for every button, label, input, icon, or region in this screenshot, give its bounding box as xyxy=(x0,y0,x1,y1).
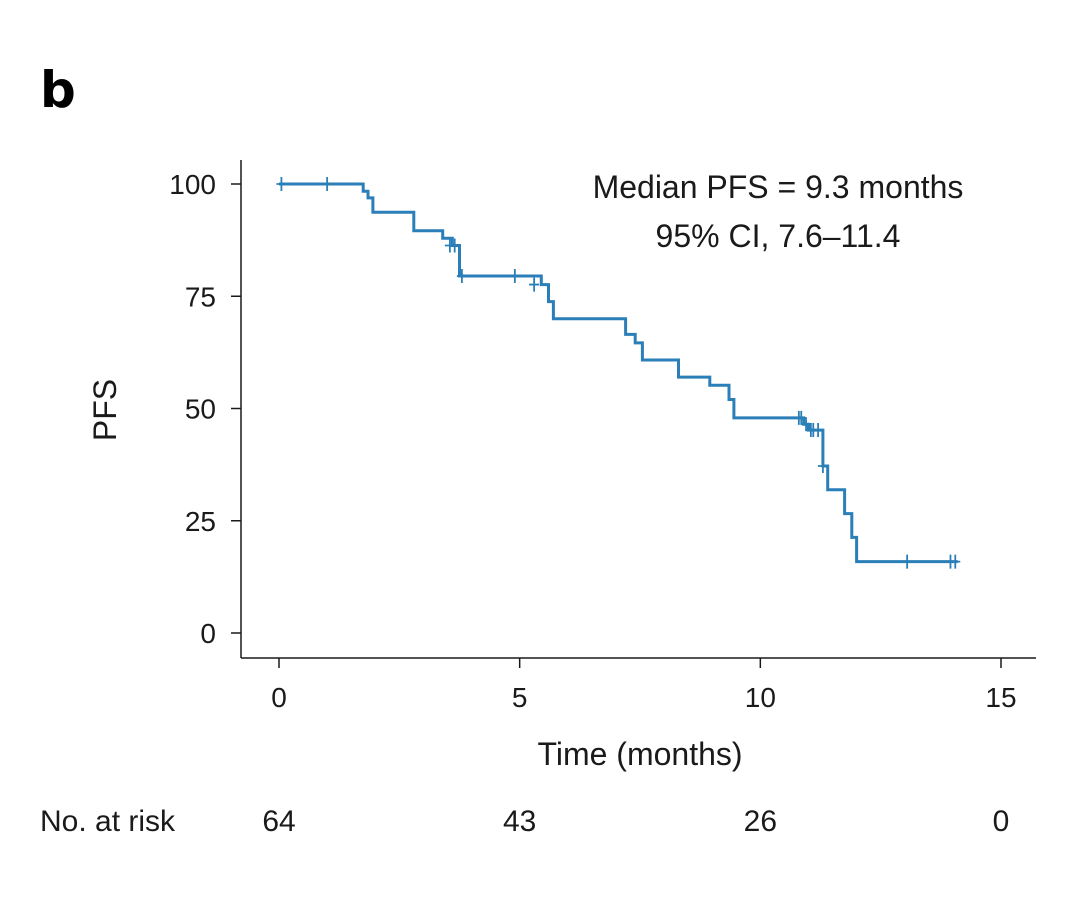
y-tick-label-25: 25 xyxy=(185,506,216,537)
x-tick-label-10: 10 xyxy=(745,682,776,713)
axes xyxy=(240,160,1036,659)
risk-count-15: 0 xyxy=(993,805,1010,838)
censor-mark-4 xyxy=(456,269,467,284)
censor-mark-3 xyxy=(449,238,460,253)
censor-mark-5 xyxy=(509,269,520,284)
y-axis-label: PFS xyxy=(87,379,123,441)
ci-annotation: 95% CI, 7.6–11.4 xyxy=(656,218,901,254)
censor-mark-8 xyxy=(796,410,807,425)
x-axis-label: Time (months) xyxy=(537,736,742,772)
censor-mark-6 xyxy=(529,277,540,292)
risk-count-5: 43 xyxy=(503,805,536,838)
panel-label: b xyxy=(40,61,76,119)
censor-mark-16 xyxy=(950,554,961,569)
censor-mark-14 xyxy=(902,554,913,569)
y-tick-label-100: 100 xyxy=(169,169,216,200)
censor-mark-1 xyxy=(322,177,333,191)
x-tick-label-0: 0 xyxy=(271,682,287,713)
median-pfs-annotation: Median PFS = 9.3 months xyxy=(593,169,964,205)
censor-mark-0 xyxy=(276,177,287,191)
y-tick-label-75: 75 xyxy=(185,281,216,312)
y-tick-label-50: 50 xyxy=(185,394,216,425)
risk-count-0: 64 xyxy=(262,805,295,838)
x-axis-ticks: 0 5 10 15 xyxy=(271,658,1017,713)
risk-table-label: No. at risk xyxy=(40,805,176,838)
x-tick-label-15: 15 xyxy=(985,682,1016,713)
censor-mark-9 xyxy=(801,417,812,432)
x-tick-label-5: 5 xyxy=(512,682,528,713)
censor-mark-12 xyxy=(813,423,824,438)
y-axis-ticks: 0 25 50 75 100 xyxy=(169,169,241,649)
censor-mark-13 xyxy=(817,458,828,473)
risk-table-counts: 64 43 26 0 xyxy=(262,805,1009,838)
y-tick-label-0: 0 xyxy=(200,618,216,649)
risk-count-10: 26 xyxy=(744,805,777,838)
censor-marks xyxy=(276,177,961,569)
